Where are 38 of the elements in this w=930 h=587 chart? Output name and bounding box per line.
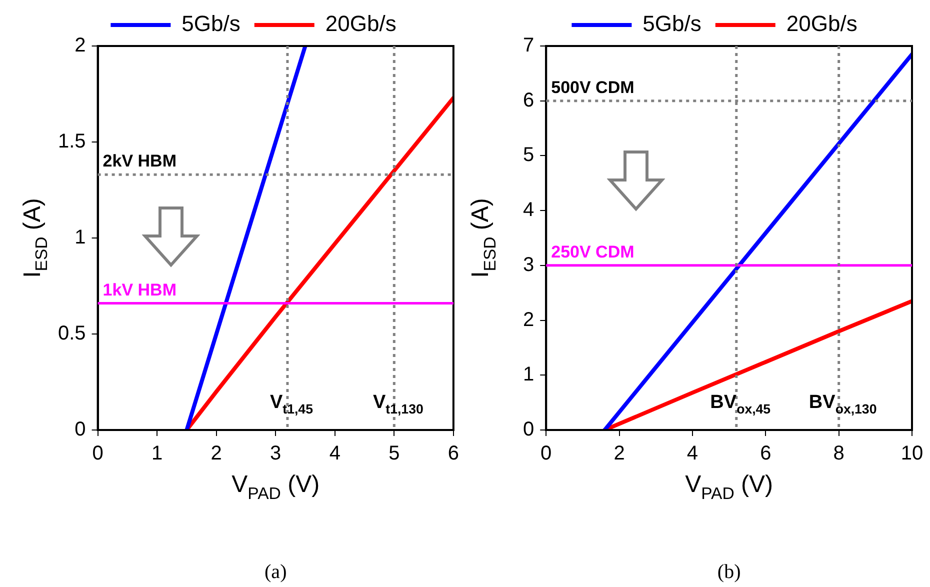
x-tick-label: 1 (152, 442, 163, 465)
y-tick-label: 7 (523, 34, 534, 57)
y-tick-label: 3 (523, 254, 534, 276)
x-tick-label: 6 (760, 442, 772, 465)
x-tick-label: 10 (900, 442, 924, 465)
y-tick-label: 1 (74, 226, 86, 249)
y-tick-label: 0 (74, 418, 86, 441)
x-tick-label: 3 (270, 442, 282, 465)
x-tick-label: 2 (210, 442, 222, 465)
x-tick-label: 4 (686, 442, 698, 465)
text: (b) (717, 561, 741, 583)
ref-line-label: 250V CDM (551, 242, 634, 262)
y-tick-label: 2 (74, 34, 86, 57)
x-tick-label: 0 (540, 442, 552, 465)
y-tick-label: 1 (523, 364, 534, 386)
legend-label: 20Gb/s (325, 11, 396, 36)
y-tick-label: 6 (523, 89, 534, 112)
x-tick-label: 5 (388, 442, 400, 465)
ref-line-label: 500V CDM (551, 78, 634, 97)
legend-label: 20Gb/s (786, 11, 858, 36)
y-tick-label: 1.5 (58, 130, 86, 153)
x-tick-label: 6 (448, 442, 459, 465)
x-tick-label: 2 (614, 442, 625, 465)
y-axis-title: IESD (A) (467, 198, 500, 278)
ref-line-label: 2kV HBM (102, 152, 176, 171)
y-tick-label: 0 (523, 418, 534, 441)
y-tick-label: 5 (523, 144, 534, 166)
y-tick-label: 0.5 (58, 322, 86, 345)
x-tick-label: 8 (833, 442, 844, 465)
text: (a) (264, 561, 287, 583)
y-axis-title: IESD (A) (18, 198, 52, 278)
y-tick-label: 4 (523, 199, 534, 222)
legend-label: 5Gb/s (642, 11, 702, 36)
ref-line-label: 1kV HBM (102, 280, 176, 300)
x-tick-label: 0 (92, 442, 104, 465)
y-tick-label: 2 (523, 308, 534, 331)
x-tick-label: 4 (329, 442, 340, 465)
legend-label: 5Gb/s (182, 11, 240, 36)
